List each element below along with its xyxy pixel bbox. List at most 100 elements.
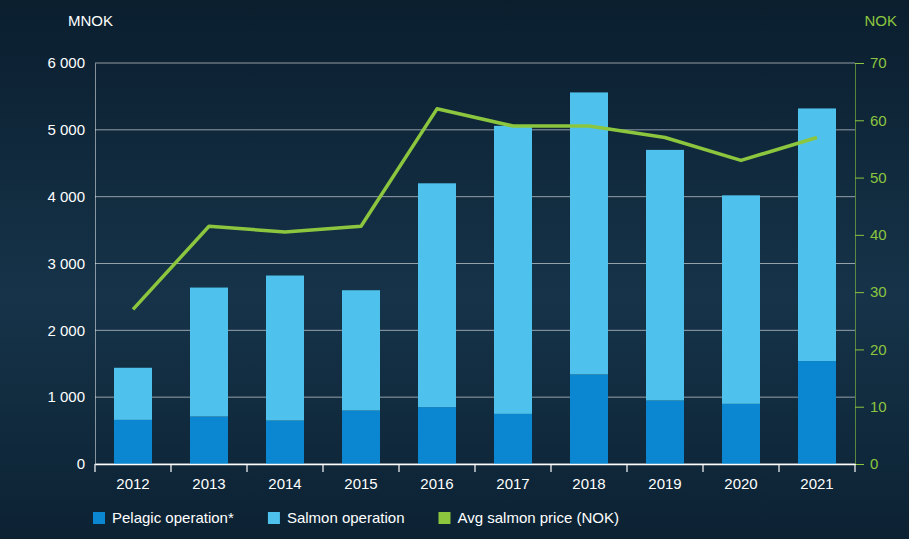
- bar: [722, 195, 760, 404]
- x-divider: [778, 464, 779, 472]
- x-tick-label: 2018: [572, 475, 605, 492]
- bar: [494, 414, 532, 464]
- x-axis: 2012 2013 2014 2015 2016 2017 2018 2019 2020 2021: [95, 464, 856, 492]
- legend-label: Pelagic operation*: [112, 509, 234, 526]
- x-divider: [398, 464, 399, 472]
- grid-line: [95, 63, 855, 64]
- y2-tick-label: 10: [870, 398, 887, 415]
- y2-tick-mark: [855, 292, 864, 293]
- grid-line: [95, 129, 855, 130]
- legend-label: Avg salmon price (NOK): [457, 509, 618, 526]
- y2-tick: 60: [855, 112, 887, 129]
- y-tick-label: 0: [77, 455, 85, 472]
- bar: [418, 407, 456, 464]
- axis-line: [95, 64, 96, 465]
- x-tick-label: 2017: [496, 475, 529, 492]
- y2-tick-mark: [855, 464, 864, 465]
- legend-swatch: [438, 512, 450, 524]
- legend-swatch: [268, 512, 280, 524]
- y-tick-label: 5 000: [47, 121, 85, 138]
- marks: [114, 92, 836, 464]
- bar: [266, 276, 304, 421]
- y2-tick-label: 60: [870, 112, 887, 129]
- x-tick-label: 2012: [116, 475, 149, 492]
- y-tick-label: 3 000: [47, 255, 85, 272]
- bar: [798, 108, 836, 361]
- x-tick: 2013: [192, 464, 225, 492]
- y2-tick-mark: [855, 349, 864, 350]
- x-tick-label: 2016: [420, 475, 453, 492]
- x-tick: 2019: [648, 464, 681, 492]
- y-tick-label: 1 000: [47, 388, 85, 405]
- bar: [646, 150, 684, 401]
- y2-tick: 10: [855, 398, 887, 415]
- bar: [114, 420, 152, 464]
- y-tick-label: 2 000: [47, 322, 85, 339]
- bar: [722, 404, 760, 464]
- y-tick: 5 000: [47, 121, 95, 138]
- y2-tick: 50: [855, 169, 887, 186]
- x-tick: 2021: [800, 464, 833, 492]
- y2-tick-mark: [855, 120, 864, 121]
- y2-tick: 40: [855, 226, 887, 243]
- background: [0, 0, 909, 539]
- y-axis: 0 1 000 2 000 3 000 4 000 5 000 6 000: [47, 54, 95, 472]
- bar: [190, 417, 228, 464]
- x-divider: [702, 464, 703, 472]
- x-divider: [474, 464, 475, 472]
- legend-swatch: [93, 512, 105, 524]
- x-divider: [322, 464, 323, 472]
- legend-item: Avg salmon price (NOK): [438, 509, 618, 526]
- legend-label: Salmon operation: [287, 509, 405, 526]
- bar: [494, 126, 532, 414]
- x-tick-label: 2021: [800, 475, 833, 492]
- y2-tick: 0: [855, 455, 878, 472]
- grid: [95, 63, 855, 464]
- y2-tick-mark: [855, 178, 864, 179]
- bar: [266, 421, 304, 464]
- x-tick-label: 2015: [344, 475, 377, 492]
- y-tick: 3 000: [47, 255, 95, 272]
- y-tick-label: 4 000: [47, 188, 85, 205]
- y2-axis-title: NOK: [864, 12, 897, 29]
- bar: [418, 183, 456, 407]
- y2-tick-label: 20: [870, 341, 887, 358]
- y-axis-title: MNOK: [68, 12, 113, 29]
- y2-tick-label: 50: [870, 169, 887, 186]
- x-divider: [854, 464, 855, 472]
- chart: 0 1 000 2 000 3 000 4 000 5 000 6 000 0 10 20 30 40…: [0, 0, 909, 539]
- x-tick: 2020: [724, 464, 757, 492]
- legend-item: Salmon operation: [268, 509, 405, 526]
- y2-tick-label: 30: [870, 283, 887, 300]
- y2-axis: 0 10 20 30 40 50 60 70: [855, 54, 887, 472]
- bar: [570, 92, 608, 374]
- y2-tick-mark: [855, 407, 864, 408]
- x-divider: [246, 464, 247, 472]
- y2-tick-label: 70: [870, 54, 887, 71]
- x-divider: [626, 464, 627, 472]
- x-tick: 2016: [420, 464, 453, 492]
- y-tick-label: 6 000: [47, 54, 85, 71]
- bar: [114, 368, 152, 420]
- x-tick-label: 2019: [648, 475, 681, 492]
- bar: [646, 401, 684, 464]
- bar: [570, 374, 608, 464]
- axis-line: [856, 64, 865, 465]
- bar: [342, 290, 380, 410]
- x-divider: [94, 464, 95, 472]
- y-tick: 0: [77, 455, 95, 472]
- x-tick: 2018: [572, 464, 605, 492]
- x-tick: 2014: [268, 464, 301, 492]
- y2-tick: 20: [855, 341, 887, 358]
- x-tick-label: 2020: [724, 475, 757, 492]
- legend-item: Pelagic operation*: [93, 509, 234, 526]
- y2-tick-mark: [855, 63, 864, 64]
- y2-tick-mark: [855, 235, 864, 236]
- legend: Pelagic operation* Salmon operation Avg sa…: [93, 509, 619, 526]
- y2-tick: 30: [855, 283, 887, 300]
- y2-tick-label: 0: [870, 455, 878, 472]
- bar: [798, 361, 836, 464]
- x-divider: [550, 464, 551, 472]
- plot: 0 1 000 2 000 3 000 4 000 5 000 6 000 0 10 20 30 40…: [47, 54, 886, 491]
- x-tick: 2012: [116, 464, 149, 492]
